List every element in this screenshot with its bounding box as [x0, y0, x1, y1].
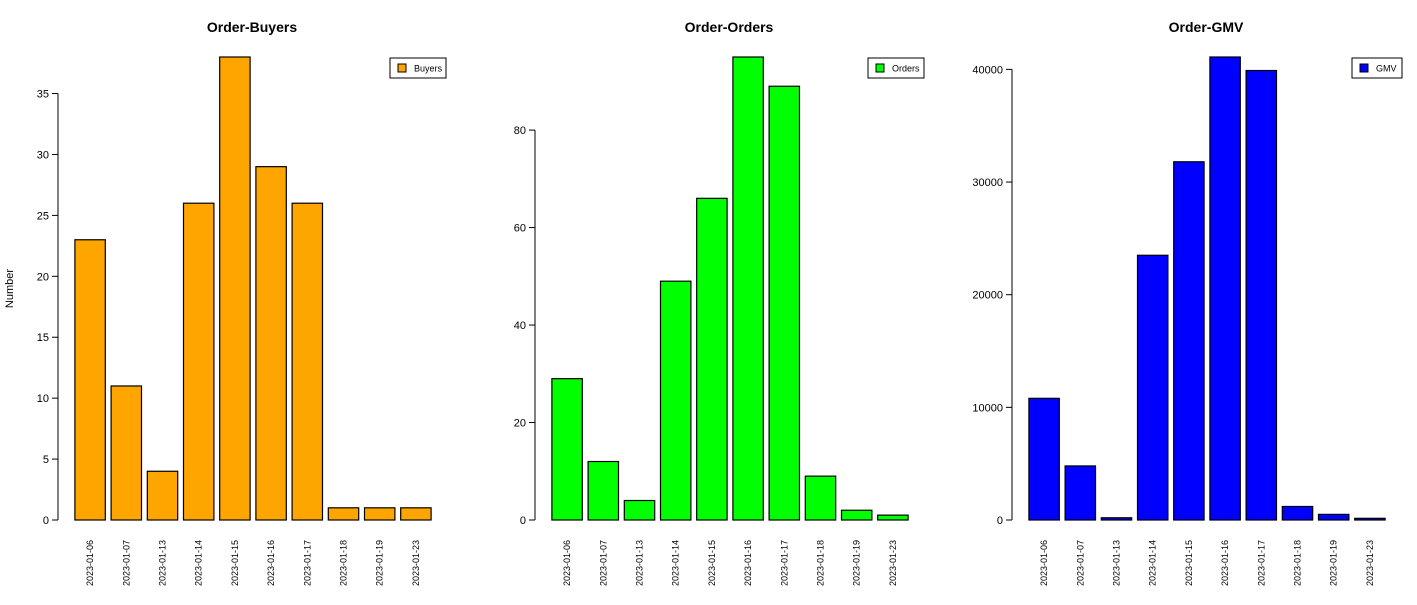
- legend-swatch: [875, 63, 885, 73]
- y-tick-label: 60: [514, 223, 526, 235]
- y-tick-label: 20: [37, 271, 49, 283]
- x-tick-label: 2023-01-17: [1256, 540, 1266, 586]
- x-tick-label: 2023-01-15: [230, 540, 240, 586]
- y-tick-label: 20: [514, 418, 526, 430]
- x-tick-label: 2023-01-18: [816, 540, 826, 586]
- legend-label: Orders: [892, 64, 920, 74]
- bar-2023-01-07: [110, 385, 143, 521]
- x-tick-label: 2023-01-17: [302, 540, 312, 586]
- bar-2023-01-23: [1354, 517, 1386, 521]
- x-tick-label: 2023-01-19: [852, 540, 862, 586]
- x-tick-label: 2023-01-07: [598, 540, 608, 586]
- bar-2023-01-16: [732, 56, 764, 521]
- bar-2023-01-19: [1317, 513, 1350, 521]
- x-tick-label: 2023-01-15: [707, 540, 717, 586]
- bar-2023-01-17: [768, 85, 801, 521]
- x-tick-label: 2023-01-23: [888, 540, 898, 586]
- x-tick-label: 2023-01-06: [85, 540, 95, 586]
- legend-box: [1351, 57, 1403, 79]
- bar-2023-01-18: [1281, 505, 1314, 521]
- legend-box: [389, 57, 447, 79]
- bar-2023-01-18: [327, 507, 360, 521]
- chart-panel-1: Order-Buyers Number 0 5 10 15 20 25 30 35 2023-01-…: [4, 19, 447, 586]
- bar-2023-01-14: [1136, 254, 1169, 521]
- bar-2023-01-18: [804, 475, 837, 521]
- x-tick-label: 2023-01-23: [1365, 540, 1375, 586]
- x-tick-label: 2023-01-18: [339, 540, 349, 586]
- bar-2023-01-23: [877, 514, 909, 521]
- y-tick-label: 25: [37, 210, 49, 222]
- bar-2023-01-07: [587, 460, 620, 521]
- chart-title: Order-Buyers: [207, 19, 297, 35]
- x-tick-label: 2023-01-17: [779, 540, 789, 586]
- legend-box: [867, 57, 925, 79]
- bar-2023-01-23: [400, 507, 432, 521]
- bar-2023-01-14: [659, 280, 692, 521]
- legend-label: GMV: [1376, 64, 1397, 74]
- y-tick-label: 30000: [972, 177, 1003, 189]
- y-tick-label: 80: [514, 125, 526, 137]
- bar-2023-01-17: [1245, 69, 1278, 521]
- y-tick-label: 40: [514, 320, 526, 332]
- chart-title: Order-GMV: [1169, 19, 1244, 35]
- y-tick-label: 35: [37, 89, 49, 101]
- x-tick-label: 2023-01-23: [411, 540, 421, 586]
- x-tick-label: 2023-01-13: [158, 540, 168, 586]
- bar-2023-01-13: [623, 499, 656, 521]
- bar-2023-01-13: [1100, 517, 1133, 521]
- bar-2023-01-15: [219, 56, 251, 521]
- bar-2023-01-06: [551, 378, 583, 521]
- bar-2023-01-15: [1173, 161, 1205, 521]
- y-tick-label: 30: [37, 149, 49, 161]
- x-tick-label: 2023-01-19: [1329, 540, 1339, 586]
- bar-2023-01-16: [255, 166, 287, 521]
- x-tick-label: 2023-01-14: [1148, 540, 1158, 586]
- x-tick-label: 2023-01-19: [375, 540, 385, 586]
- bar-2023-01-06: [1028, 397, 1060, 521]
- bar-2023-01-16: [1209, 56, 1241, 521]
- chart-panel-2: Order-Orders 0 20 40 60 80 2023-01-06 2023-01-0…: [514, 19, 925, 586]
- y-tick-label: 20000: [972, 290, 1003, 302]
- y-tick-label: 10: [37, 393, 49, 405]
- y-tick-label: 15: [37, 332, 49, 344]
- x-tick-label: 2023-01-14: [194, 540, 204, 586]
- x-tick-label: 2023-01-15: [1184, 540, 1194, 586]
- y-tick-label: 10000: [972, 402, 1003, 414]
- legend-swatch: [397, 63, 407, 73]
- x-tick-label: 2023-01-06: [1039, 540, 1049, 586]
- y-tick-label: 0: [43, 515, 49, 527]
- x-tick-label: 2023-01-14: [671, 540, 681, 586]
- bar-2023-01-06: [74, 239, 106, 521]
- x-tick-label: 2023-01-16: [743, 540, 753, 586]
- legend-label: Buyers: [414, 64, 443, 74]
- x-tick-label: 2023-01-16: [1220, 540, 1230, 586]
- x-tick-label: 2023-01-16: [266, 540, 276, 586]
- bar-2023-01-13: [146, 470, 179, 521]
- bar-2023-01-07: [1064, 465, 1097, 521]
- bar-2023-01-19: [363, 507, 396, 521]
- bar-2023-01-14: [182, 202, 215, 521]
- bar-2023-01-17: [291, 202, 324, 521]
- x-tick-label: 2023-01-06: [562, 540, 572, 586]
- chart-title: Order-Orders: [685, 19, 774, 35]
- y-tick-label: 0: [997, 515, 1003, 527]
- x-tick-label: 2023-01-18: [1293, 540, 1303, 586]
- y-tick-label: 0: [520, 515, 526, 527]
- x-tick-label: 2023-01-07: [121, 540, 131, 586]
- legend-swatch: [1359, 63, 1369, 73]
- chart-panel-3: Order-GMV 0 10000 20000 30000 40000 2023-01-06…: [972, 19, 1403, 586]
- x-tick-label: 2023-01-13: [1112, 540, 1122, 586]
- bar-2023-01-15: [696, 197, 728, 521]
- x-tick-label: 2023-01-07: [1075, 540, 1085, 586]
- y-tick-label: 5: [43, 454, 49, 466]
- bar-2023-01-19: [840, 509, 873, 521]
- y-axis-label: Number: [4, 269, 16, 308]
- x-tick-label: 2023-01-13: [635, 540, 645, 586]
- y-tick-label: 40000: [972, 64, 1003, 76]
